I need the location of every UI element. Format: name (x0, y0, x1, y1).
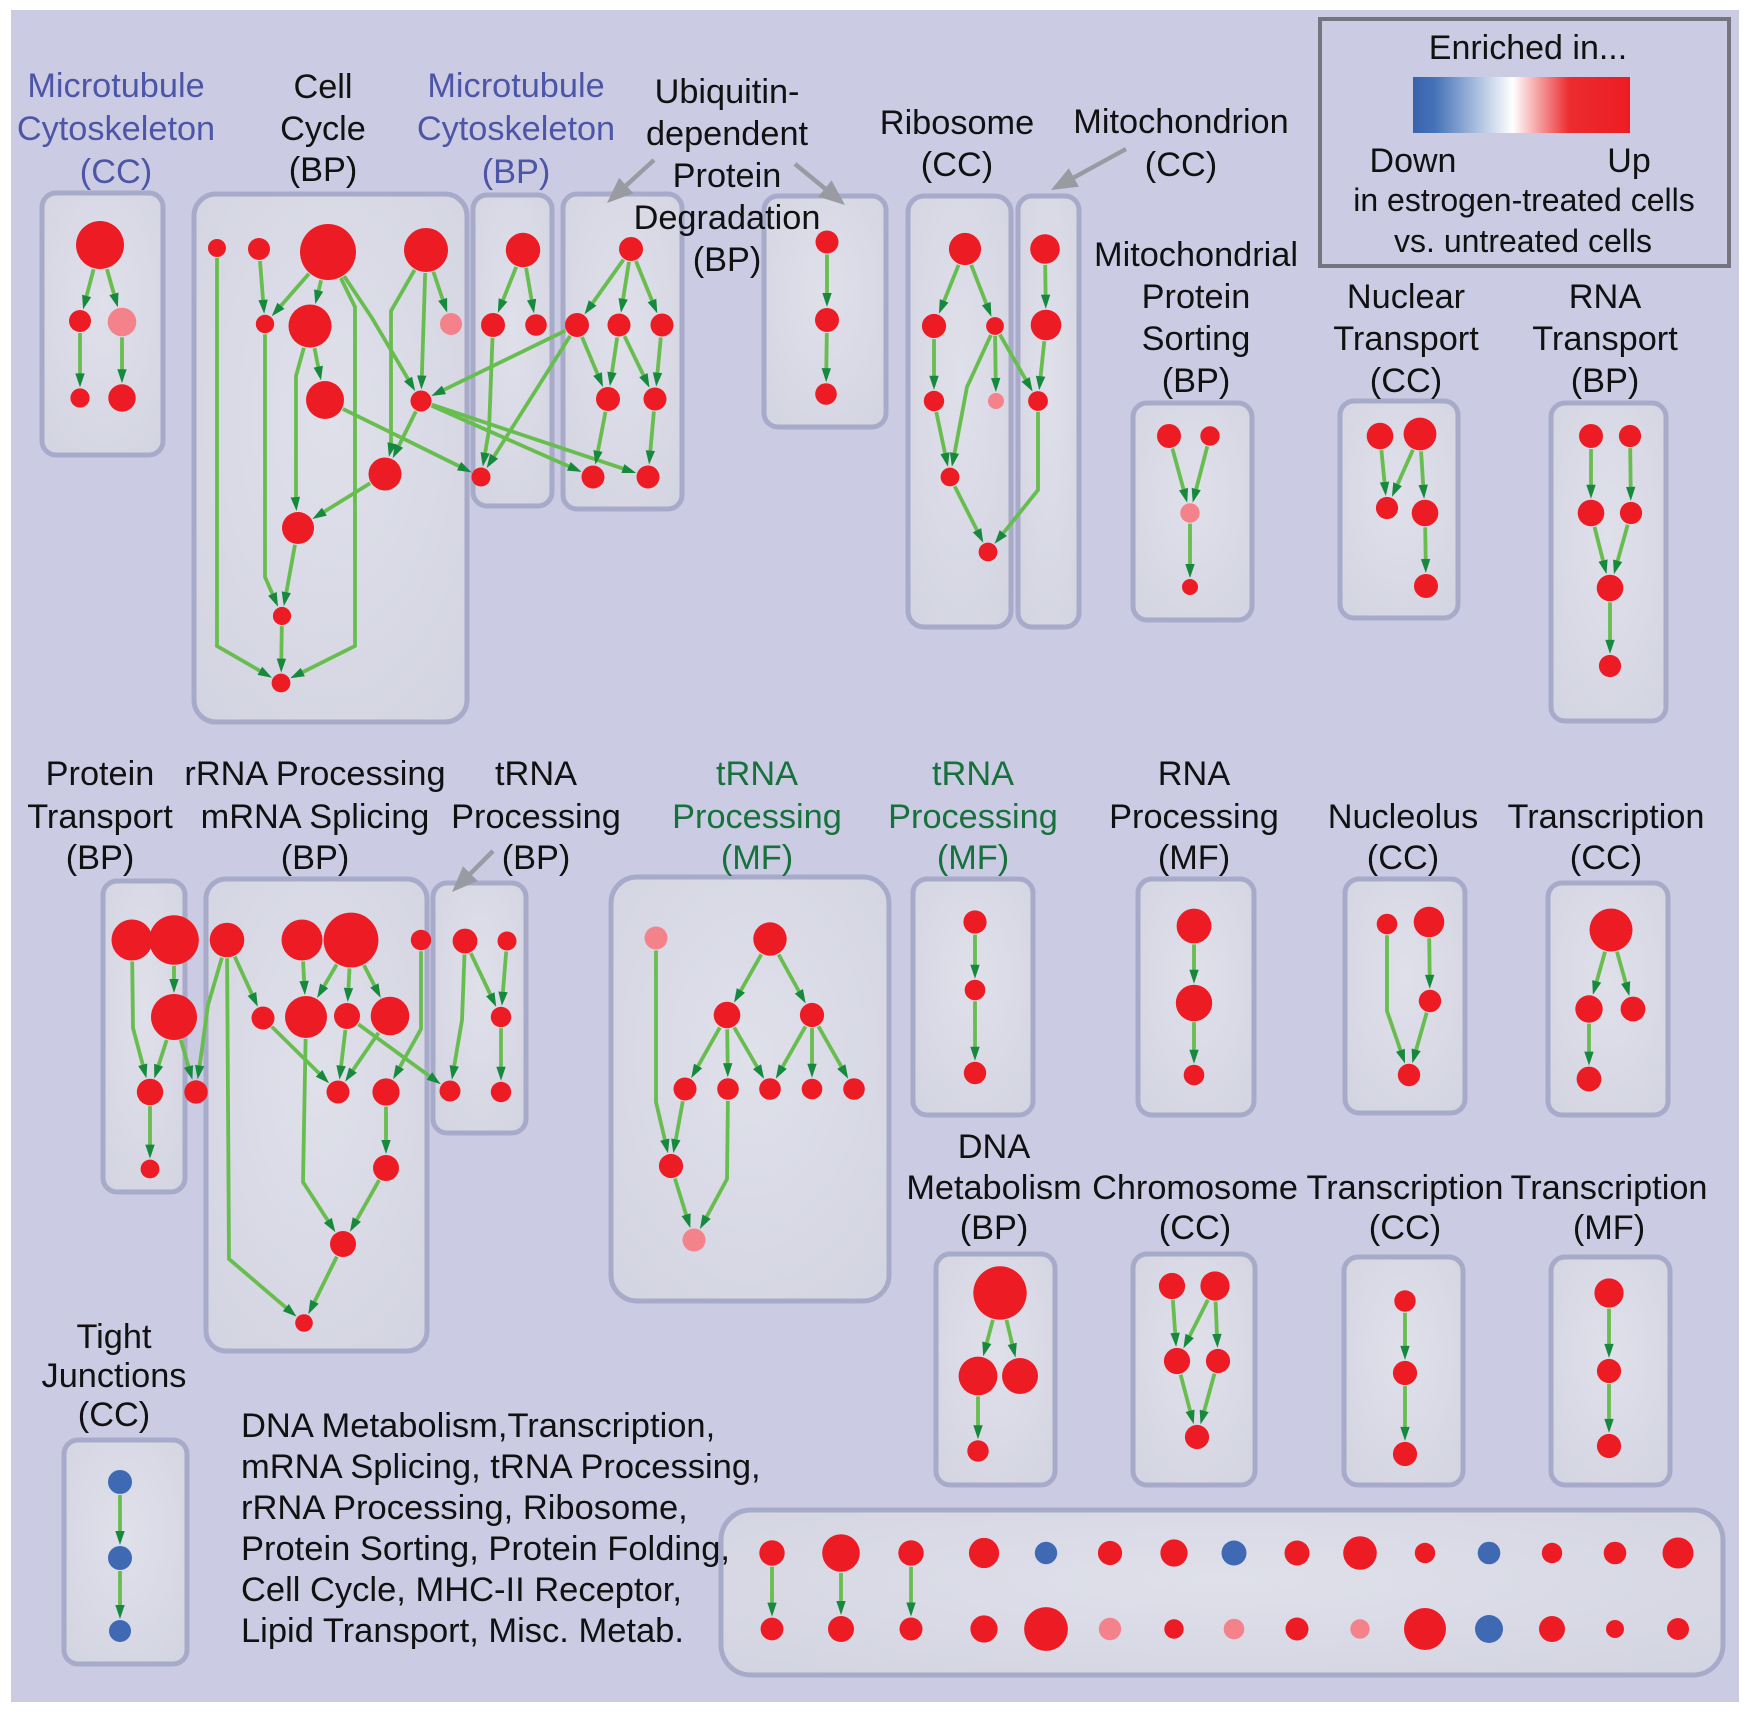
svg-text:Down: Down (1370, 142, 1457, 180)
svg-text:tRNA: tRNA (932, 755, 1014, 793)
svg-text:rRNA Processing, Ribosome,: rRNA Processing, Ribosome, (241, 1489, 688, 1527)
svg-text:Tight: Tight (77, 1318, 152, 1356)
svg-text:Degradation: Degradation (634, 199, 821, 237)
svg-text:Nuclear: Nuclear (1347, 278, 1465, 316)
svg-text:(CC): (CC) (78, 1396, 150, 1434)
svg-text:Cytoskeleton: Cytoskeleton (17, 110, 215, 148)
svg-text:Ribosome: Ribosome (880, 104, 1034, 142)
svg-text:(BP): (BP) (502, 839, 571, 877)
svg-text:(BP): (BP) (1571, 362, 1640, 400)
svg-text:(BP): (BP) (482, 153, 551, 191)
svg-text:(CC): (CC) (921, 146, 993, 184)
svg-text:DNA Metabolism,Transcription,: DNA Metabolism,Transcription, (241, 1407, 715, 1445)
svg-text:Metabolism: Metabolism (906, 1169, 1081, 1207)
svg-text:Cycle: Cycle (280, 110, 366, 148)
svg-text:Transcription: Transcription (1307, 1169, 1504, 1207)
svg-text:Protein: Protein (46, 755, 155, 793)
svg-text:tRNA: tRNA (716, 755, 798, 793)
svg-text:RNA: RNA (1158, 755, 1231, 793)
svg-text:(CC): (CC) (1159, 1209, 1231, 1247)
svg-text:Transport: Transport (1532, 320, 1678, 358)
svg-text:Protein: Protein (673, 157, 782, 195)
svg-text:Microtubule: Microtubule (27, 67, 204, 105)
svg-text:Protein Sorting, Protein Foldi: Protein Sorting, Protein Folding, (241, 1530, 730, 1568)
svg-text:Cell: Cell (293, 68, 352, 106)
svg-text:Chromosome: Chromosome (1092, 1169, 1298, 1207)
svg-text:Microtubule: Microtubule (427, 67, 604, 105)
svg-text:(MF): (MF) (1573, 1209, 1645, 1247)
svg-text:(BP): (BP) (289, 151, 358, 189)
svg-text:Processing: Processing (451, 798, 621, 836)
svg-text:DNA: DNA (958, 1128, 1031, 1166)
svg-text:tRNA: tRNA (495, 755, 577, 793)
svg-text:Processing: Processing (1109, 798, 1279, 836)
svg-text:Processing: Processing (888, 798, 1058, 836)
svg-text:Sorting: Sorting (1142, 320, 1251, 358)
svg-text:Junctions: Junctions (42, 1357, 187, 1395)
svg-text:(MF): (MF) (1158, 839, 1230, 877)
svg-text:Mitochondrion: Mitochondrion (1073, 103, 1288, 141)
svg-text:(CC): (CC) (80, 153, 152, 191)
svg-text:(MF): (MF) (721, 839, 793, 877)
svg-text:(BP): (BP) (693, 241, 762, 279)
svg-text:Transport: Transport (27, 798, 173, 836)
svg-text:Processing: Processing (672, 798, 842, 836)
svg-text:Ubiquitin-: Ubiquitin- (655, 73, 800, 111)
svg-text:Enriched in...: Enriched in... (1429, 29, 1627, 67)
svg-text:Protein: Protein (1142, 278, 1251, 316)
svg-text:(BP): (BP) (1162, 362, 1231, 400)
svg-text:(CC): (CC) (1367, 839, 1439, 877)
svg-text:Nucleolus: Nucleolus (1328, 798, 1479, 836)
svg-text:Up: Up (1607, 142, 1650, 180)
svg-text:mRNA Splicing, tRNA Processing: mRNA Splicing, tRNA Processing, (241, 1448, 761, 1486)
svg-text:(CC): (CC) (1570, 839, 1642, 877)
svg-text:Cytoskeleton: Cytoskeleton (417, 110, 615, 148)
svg-text:Transcription: Transcription (1511, 1169, 1708, 1207)
svg-text:(MF): (MF) (937, 839, 1009, 877)
svg-text:mRNA Splicing: mRNA Splicing (201, 798, 430, 836)
svg-text:Cell Cycle, MHC-II Receptor,: Cell Cycle, MHC-II Receptor, (241, 1571, 682, 1609)
svg-text:(BP): (BP) (960, 1209, 1029, 1247)
svg-text:dependent: dependent (646, 115, 809, 153)
svg-text:Transcription: Transcription (1508, 798, 1705, 836)
svg-text:(CC): (CC) (1145, 146, 1217, 184)
svg-text:(BP): (BP) (66, 839, 135, 877)
svg-text:rRNA Processing: rRNA Processing (184, 755, 445, 793)
svg-text:(CC): (CC) (1369, 1209, 1441, 1247)
svg-text:RNA: RNA (1569, 278, 1642, 316)
svg-text:vs. untreated cells: vs. untreated cells (1394, 223, 1652, 259)
svg-text:(BP): (BP) (281, 839, 350, 877)
svg-text:(CC): (CC) (1370, 362, 1442, 400)
svg-text:in estrogen-treated cells: in estrogen-treated cells (1353, 182, 1695, 218)
svg-text:Lipid Transport, Misc. Metab.: Lipid Transport, Misc. Metab. (241, 1612, 684, 1650)
svg-text:Mitochondrial: Mitochondrial (1094, 236, 1298, 274)
svg-text:Transport: Transport (1333, 320, 1479, 358)
